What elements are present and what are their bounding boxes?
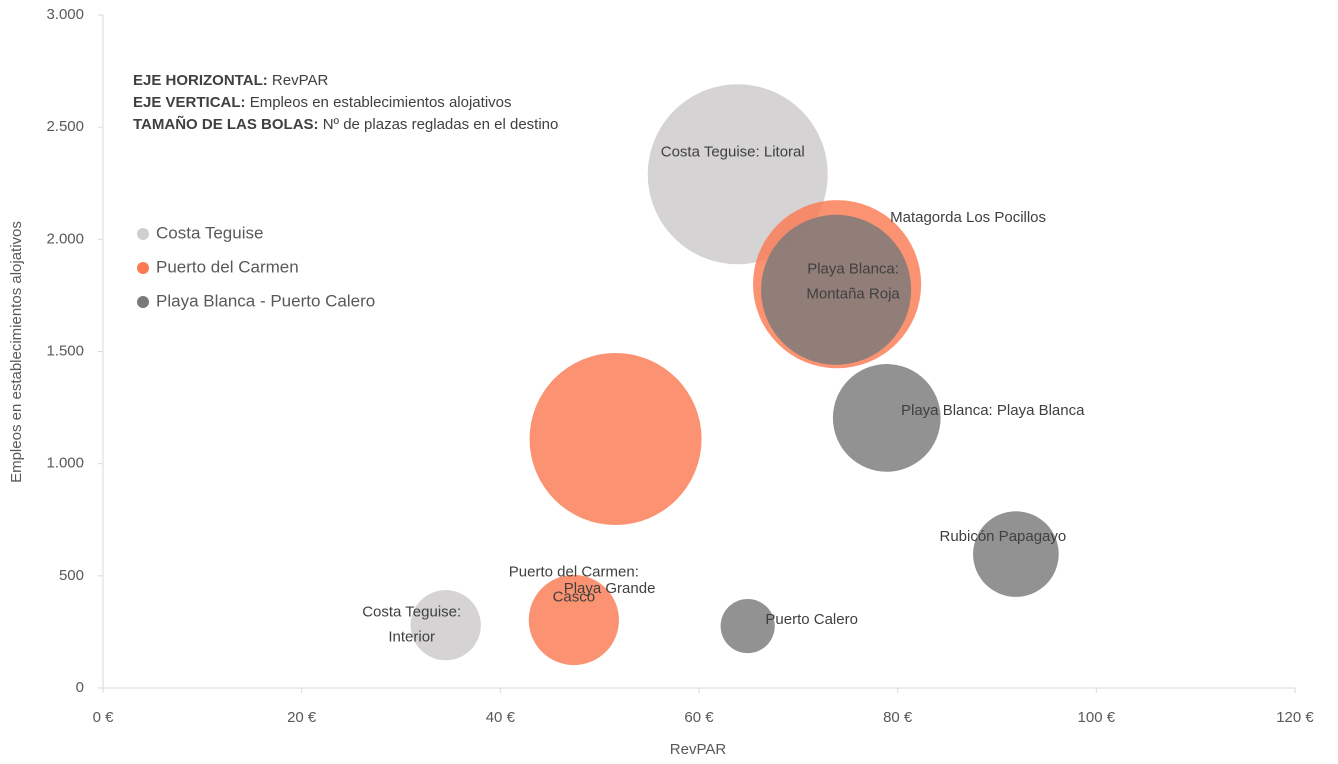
bubble-label-line: Playa Blanca: <box>807 260 899 277</box>
bubble-label-line: Costa Teguise: <box>362 604 461 621</box>
x-tick-label: 40 € <box>486 709 516 726</box>
x-axis-title: RevPAR <box>670 741 727 758</box>
bubble-label: Rubicón Papagayo <box>939 528 1066 545</box>
bubble-label: Costa Teguise: Litoral <box>661 143 805 160</box>
y-tick-label: 3.000 <box>46 6 84 23</box>
x-tick-label: 20 € <box>287 709 317 726</box>
bubble <box>528 574 619 666</box>
bubble <box>720 599 775 654</box>
annotations: EJE HORIZONTAL: RevPAR EJE VERTICAL: Empl… <box>133 70 573 136</box>
bubble-label-line: Interior <box>388 629 435 646</box>
legend-label: Playa Blanca - Puerto Calero <box>156 291 375 310</box>
bubble-label-line: Puerto Calero <box>765 611 858 628</box>
legend-label: Puerto del Carmen <box>156 257 299 276</box>
y-axis-title: Empleos en establecimientos alojativos <box>8 221 25 483</box>
bubble-label-line: Montaña Roja <box>806 285 900 302</box>
bubble-label-line: Puerto del Carmen: <box>509 563 639 580</box>
bubble <box>647 84 828 265</box>
bubble <box>973 511 1059 597</box>
bubble-label-line: Matagorda Los Pocillos <box>890 209 1046 226</box>
bubble-label-line: Playa Blanca: Playa Blanca <box>901 402 1085 419</box>
bubble-label-line: Casco <box>553 588 596 605</box>
bubble <box>761 214 912 365</box>
legend-marker <box>137 228 149 240</box>
bubble-label-line: Playa Grande <box>564 580 656 597</box>
bubble <box>832 364 941 472</box>
legend-marker <box>137 262 149 274</box>
x-tick-label: 0 € <box>93 709 115 726</box>
bubble-label: Playa Grande <box>564 580 656 597</box>
legend-marker <box>137 296 149 308</box>
bubble-label: Playa Blanca: Montaña Roja <box>806 260 900 302</box>
annotation-text: Nº de plazas regladas en el destino <box>322 116 559 133</box>
bubble-label: Puerto Calero <box>765 611 858 628</box>
y-tick-label: 2.000 <box>46 230 84 247</box>
y-tick-label: 500 <box>59 567 84 584</box>
bubble <box>529 352 702 526</box>
bubble-label-line: Rubicón Papagayo <box>939 528 1066 545</box>
bubble-label-line: Costa Teguise: Litoral <box>661 143 805 160</box>
bubble-label: Puerto del Carmen: Casco <box>509 563 639 605</box>
x-tick-label: 120 € <box>1276 709 1314 726</box>
legend-label: Costa Teguise <box>156 223 263 242</box>
bubble-label: Matagorda Los Pocillos <box>890 209 1046 226</box>
annotation: TAMAÑO DE LAS BOLAS: Nº de plazas reglad… <box>133 114 573 136</box>
annotation: EJE VERTICAL: Empleos en establecimiento… <box>133 92 573 114</box>
y-tick-label: 1.500 <box>46 342 84 359</box>
x-tick-label: 100 € <box>1078 709 1116 726</box>
bubble <box>410 590 481 661</box>
bubble-label: Playa Blanca: Playa Blanca <box>901 402 1085 419</box>
y-tick-label: 0 <box>76 679 84 696</box>
annotation-label: EJE VERTICAL: <box>133 94 246 111</box>
x-tick-label: 80 € <box>883 709 913 726</box>
annotation-label: EJE HORIZONTAL: <box>133 72 268 89</box>
annotation-text: Empleos en establecimientos alojativos <box>249 94 512 111</box>
y-tick-label: 2.500 <box>46 118 84 135</box>
annotation: EJE HORIZONTAL: RevPAR <box>133 70 573 92</box>
annotation-text: RevPAR <box>271 72 329 89</box>
bubble-label: Costa Teguise: Interior <box>362 604 461 646</box>
annotation-label: TAMAÑO DE LAS BOLAS: <box>133 116 319 133</box>
y-tick-label: 1.000 <box>46 455 84 472</box>
x-tick-label: 60 € <box>684 709 714 726</box>
